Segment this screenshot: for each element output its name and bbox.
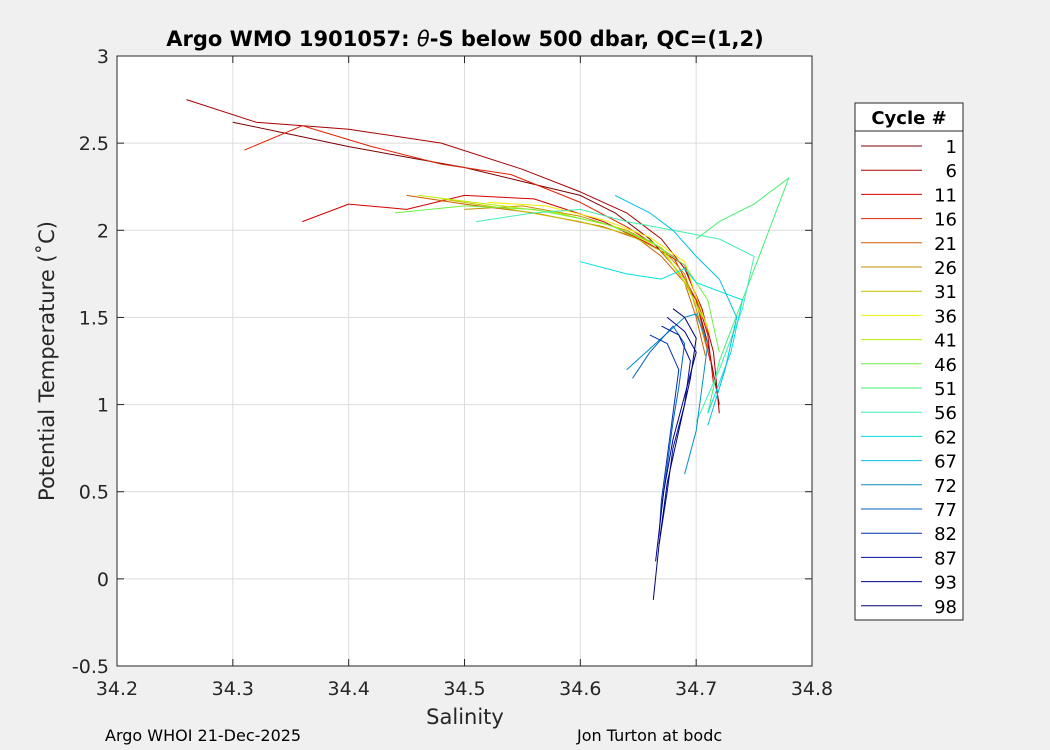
legend-entry-label: 67 xyxy=(934,452,957,473)
legend-entry-label: 77 xyxy=(934,500,957,521)
legend-entry-label: 6 xyxy=(946,161,957,182)
x-tick-label: 34.6 xyxy=(559,678,601,700)
series-line-cycle-11 xyxy=(302,194,714,384)
legend-box xyxy=(854,102,964,621)
legend-entry-label: 41 xyxy=(934,331,957,352)
legend-entry-label: 72 xyxy=(934,476,957,497)
legend-entry-label: 87 xyxy=(934,548,957,569)
series-layer xyxy=(186,99,790,600)
footer-right: Jon Turton at bodc xyxy=(576,726,722,745)
legend-entry-label: 21 xyxy=(934,234,957,255)
series-line-cycle-51 xyxy=(695,177,790,414)
series-line-cycle-16 xyxy=(244,125,711,362)
y-tick-label: 1.5 xyxy=(79,307,109,329)
series-line-cycle-6 xyxy=(186,99,720,414)
chart-title: Argo WMO 1901057: θ-S below 500 dbar, QC… xyxy=(166,27,763,51)
legend-entry-label: 46 xyxy=(934,355,957,376)
series-line-cycle-82 xyxy=(649,334,680,536)
series-line-cycle-62 xyxy=(580,261,743,414)
title-suffix: -S below 500 dbar, QC=(1,2) xyxy=(430,27,764,51)
x-tick-label: 34.4 xyxy=(328,678,370,700)
y-tick-labels: -0.5 0 0.5 1 1.5 2 2.5 3 xyxy=(72,46,109,678)
legend-title: Cycle # xyxy=(871,108,946,129)
x-tick-label: 34.7 xyxy=(675,678,717,700)
series-line-cycle-67 xyxy=(614,194,738,426)
legend-entry-label: 56 xyxy=(934,403,957,424)
x-tick-label: 34.8 xyxy=(791,678,833,700)
legend-entry-label: 1 xyxy=(946,137,957,158)
y-tick-label: 2 xyxy=(97,220,109,242)
x-tick-labels: 34.2 34.3 34.4 34.5 34.6 34.7 34.8 xyxy=(96,678,833,700)
y-tick-label: 3 xyxy=(97,46,109,68)
x-axis-label: Salinity xyxy=(426,705,504,729)
legend-entry-label: 93 xyxy=(934,573,957,594)
y-tick-label: 0 xyxy=(97,569,109,591)
y-tick-label: -0.5 xyxy=(72,656,109,678)
series-line-cycle-56 xyxy=(476,208,755,423)
y-tick-label: 2.5 xyxy=(79,133,109,155)
legend-entry-label: 11 xyxy=(934,185,957,206)
ticks xyxy=(116,55,813,667)
series-line-cycle-98 xyxy=(652,308,697,600)
x-tick-label: 34.2 xyxy=(96,678,138,700)
y-tick-label: 1 xyxy=(97,395,109,417)
title-prefix: Argo WMO 1901057: xyxy=(166,27,417,51)
legend-entry-label: 16 xyxy=(934,210,957,231)
legend: Cycle # 16111621263136414651566267727782… xyxy=(854,102,964,621)
x-tick-label: 34.5 xyxy=(443,678,485,700)
legend-entry-label: 51 xyxy=(934,379,957,400)
series-line-cycle-36 xyxy=(487,201,711,336)
series-line-cycle-46 xyxy=(394,205,720,353)
series-line-cycle-41 xyxy=(418,194,709,327)
series-line-cycle-77 xyxy=(632,325,686,510)
legend-entry-label: 82 xyxy=(934,524,957,545)
series-line-cycle-93 xyxy=(655,317,697,562)
footer-left: Argo WHOI 21-Dec-2025 xyxy=(105,726,301,745)
legend-entry-label: 26 xyxy=(934,258,957,279)
series-line-cycle-31 xyxy=(441,198,703,318)
y-axis-label: Potential Temperature (˚C) xyxy=(35,221,59,501)
x-tick-label: 34.3 xyxy=(212,678,254,700)
legend-entry-label: 31 xyxy=(934,282,957,303)
y-tick-label: 0.5 xyxy=(79,482,109,504)
title-theta: θ xyxy=(417,27,430,51)
legend-entry-label: 36 xyxy=(934,306,957,327)
legend-entry-label: 62 xyxy=(934,427,957,448)
legend-entry-label: 98 xyxy=(934,597,957,618)
